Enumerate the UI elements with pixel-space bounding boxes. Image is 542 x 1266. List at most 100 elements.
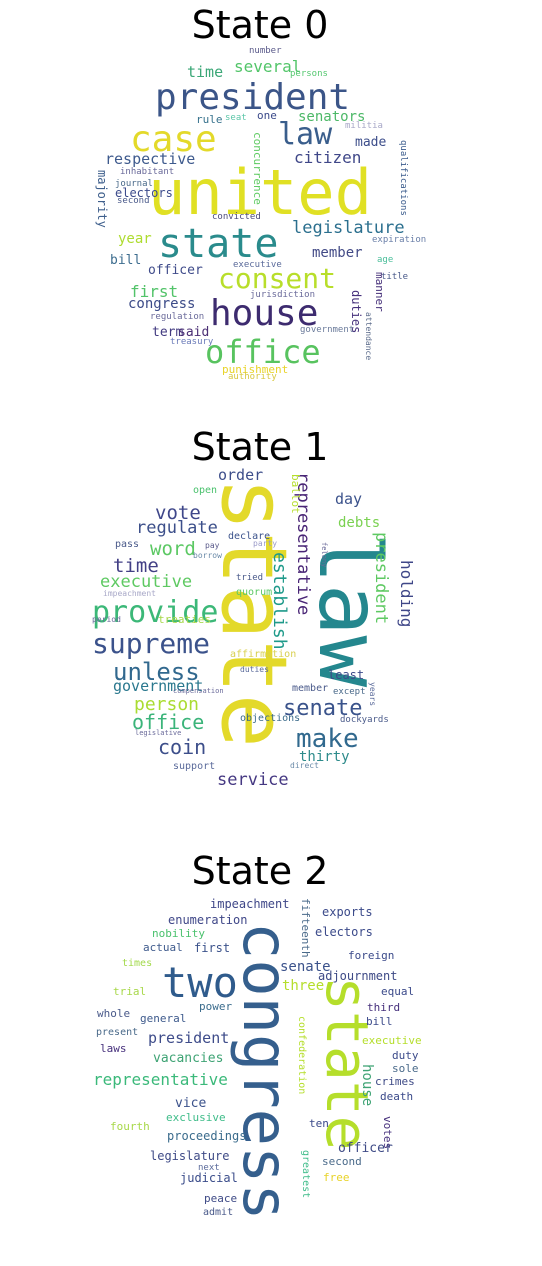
cloud-word: said [178, 325, 210, 340]
panel-title: State 2 [191, 849, 329, 893]
cloud-word: felony [320, 542, 328, 568]
cloud-word: make [296, 724, 359, 754]
cloud-word: adjournment [318, 969, 398, 983]
cloud-word: member [312, 245, 363, 261]
cloud-word: judicial [180, 1171, 238, 1185]
cloud-word: vice [175, 1096, 207, 1111]
cloud-word: vacancies [153, 1051, 224, 1066]
cloud-word: manner [373, 272, 386, 312]
cloud-word: fourth [110, 1120, 150, 1133]
cloud-word: rule [196, 113, 223, 126]
cloud-word: support [173, 761, 216, 772]
cloud-word: borrow [193, 551, 222, 560]
cloud-word: dockyards [340, 715, 389, 725]
cloud-word: person [134, 694, 200, 715]
cloud-word: treasury [170, 337, 214, 347]
cloud-word: president [371, 532, 391, 625]
cloud-word: seat [225, 113, 247, 123]
cloud-word: coin [158, 735, 207, 759]
cloud-word: debts [338, 515, 381, 531]
cloud-word: word [150, 538, 196, 560]
wordcloud-panel-1: State 1 state law provide supreme unless make… [0, 422, 542, 842]
cloud-word: term [152, 325, 184, 340]
cloud-word: ballot [289, 474, 302, 514]
cloud-word: persons [290, 69, 328, 79]
cloud-word: death [380, 1090, 414, 1103]
cloud-word: executive [233, 260, 282, 270]
cloud-word: time [187, 63, 224, 81]
cloud-word: second [322, 1155, 362, 1168]
cloud-word: duties [349, 290, 363, 334]
cloud-word: citizen [294, 148, 362, 167]
cloud-word: vote [155, 502, 201, 524]
cloud-word: state [313, 976, 381, 1151]
cloud-word: several [234, 57, 302, 76]
cloud-word: confederation [296, 1016, 307, 1095]
cloud-word: executive [100, 572, 193, 592]
cloud-word: treaties [158, 613, 211, 626]
wordcloud: united state president case house office conse… [0, 0, 542, 420]
cloud-word: ten [309, 1117, 329, 1130]
cloud-word: whole [97, 1007, 131, 1020]
cloud-word: house [359, 1064, 375, 1107]
cloud-word: greatest [300, 1150, 311, 1199]
cloud-word: votes [381, 1116, 394, 1150]
cloud-word: fifteenth [299, 898, 312, 958]
cloud-word: government [300, 325, 355, 335]
cloud-word: case [130, 119, 217, 160]
cloud-word: service [217, 770, 289, 790]
cloud-word: concurrence [251, 132, 264, 205]
cloud-word: bill [366, 1015, 393, 1028]
cloud-word: tried [236, 573, 264, 583]
cloud-word: three [282, 978, 325, 994]
cloud-word: congress [128, 296, 196, 312]
cloud-word: holding [397, 560, 416, 628]
cloud-word: title [381, 272, 409, 282]
cloud-word: member [292, 683, 329, 694]
cloud-word: house [210, 293, 319, 334]
cloud-word: present [96, 1027, 139, 1038]
cloud-word: second [117, 196, 150, 206]
cloud-word: officer [148, 263, 203, 278]
cloud-word: representative [93, 1070, 228, 1089]
cloud-word: impeachment [210, 897, 290, 911]
cloud-word: regulation [150, 312, 205, 322]
cloud-word: quorum [236, 587, 273, 598]
cloud-word: law [278, 117, 333, 152]
wordcloud-panel-2: State 2 congress state two representative pr… [0, 846, 542, 1266]
cloud-word: period [92, 615, 121, 624]
cloud-word: third [367, 1001, 401, 1014]
cloud-word: electors [115, 186, 173, 200]
cloud-word: party [253, 539, 278, 548]
cloud-word: duties [240, 665, 269, 674]
cloud-word: admit [203, 1207, 234, 1218]
cloud-word: power [199, 1000, 233, 1013]
cloud-word: jurisdiction [250, 290, 316, 300]
cloud-word: pass [115, 539, 140, 550]
cloud-word: one [257, 109, 277, 122]
cloud-word: militia [345, 121, 383, 131]
cloud-word: qualifications [398, 140, 408, 216]
cloud-word: two [162, 958, 238, 1007]
cloud-word: order [218, 466, 264, 484]
cloud-word: declare [228, 531, 271, 542]
cloud-word: duty [392, 1049, 419, 1062]
cloud-word: punishment [222, 363, 289, 376]
cloud-word: compensation [173, 687, 224, 695]
cloud-word: bill [110, 253, 142, 268]
cloud-word: provide [92, 595, 219, 630]
cloud-word: congress [229, 922, 302, 1221]
wordcloud: state law provide supreme unless make senate of… [0, 422, 542, 842]
panel-title: State 0 [191, 3, 329, 47]
cloud-word: day [335, 490, 363, 508]
cloud-word: senate [283, 696, 363, 721]
cloud-word: exports [322, 905, 373, 919]
cloud-word: establish [269, 552, 290, 650]
cloud-word: pay [205, 541, 220, 550]
cloud-word: united [148, 156, 372, 229]
cloud-word: sole [392, 1062, 419, 1075]
cloud-word: president [155, 77, 351, 118]
cloud-word: legislature [150, 1149, 230, 1163]
cloud-word: free [323, 1171, 350, 1184]
cloud-word: laws [100, 1042, 127, 1055]
